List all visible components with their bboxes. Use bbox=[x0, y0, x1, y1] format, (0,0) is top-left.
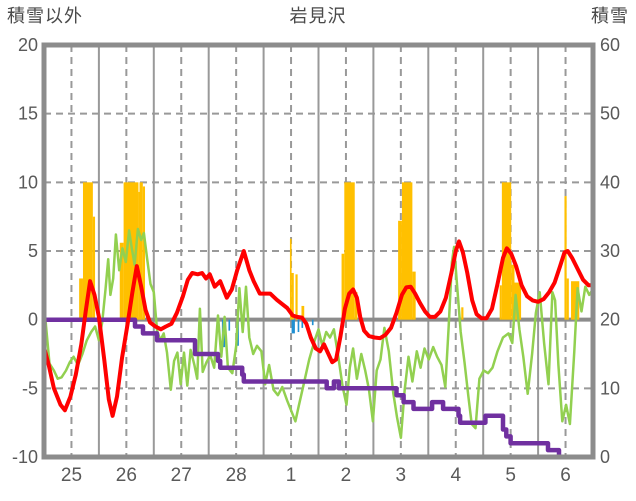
x-axis-label: 3 bbox=[396, 465, 407, 486]
right-axis-tick-label: 40 bbox=[600, 172, 620, 192]
x-axis-label: 28 bbox=[226, 465, 247, 486]
red-line bbox=[42, 239, 594, 418]
orange-bar bbox=[82, 182, 93, 320]
orange-bar bbox=[138, 191, 140, 320]
x-axis-label: 2 bbox=[341, 465, 352, 486]
orange-bar bbox=[401, 182, 413, 320]
x-axis-label: 5 bbox=[505, 465, 516, 486]
left-axis-tick-label: 15 bbox=[18, 104, 38, 124]
blue-bar bbox=[291, 319, 295, 334]
orange-bar bbox=[295, 274, 298, 320]
left-axis-tick-label: -5 bbox=[22, 378, 38, 398]
left-axis-tick-label: 20 bbox=[18, 35, 38, 55]
orange-bar bbox=[564, 196, 567, 320]
orange-bar bbox=[291, 272, 294, 320]
orange-bar bbox=[92, 216, 96, 320]
right-axis-tick-label: 20 bbox=[600, 310, 620, 330]
orange-bar bbox=[341, 253, 345, 320]
blue-bar bbox=[301, 319, 304, 328]
left-axis-tick-label: -10 bbox=[12, 447, 38, 467]
orange-bar bbox=[344, 182, 355, 320]
chart-title: 岩見沢 bbox=[289, 6, 347, 26]
x-axis-label: 4 bbox=[450, 465, 461, 486]
orange-bar bbox=[571, 281, 580, 320]
blue-bar bbox=[228, 319, 231, 331]
left-axis-title: 積雪以外 bbox=[7, 6, 83, 26]
x-axis-label: 27 bbox=[171, 465, 192, 486]
purple-step-line bbox=[44, 317, 592, 460]
orange-bar bbox=[301, 305, 305, 320]
blue-bar bbox=[311, 319, 314, 326]
plot-border bbox=[41, 42, 596, 460]
x-axis-label: 26 bbox=[116, 465, 137, 486]
green-line bbox=[42, 227, 594, 440]
right-axis-tick-label: 0 bbox=[600, 447, 610, 467]
blue-bar bbox=[297, 319, 300, 333]
orange-bar bbox=[461, 307, 464, 320]
orange-bar bbox=[499, 285, 502, 320]
left-axis-tick-label: 5 bbox=[28, 241, 38, 261]
orange-bar bbox=[142, 186, 146, 320]
right-axis-tick-label: 50 bbox=[600, 104, 620, 124]
orange-bar bbox=[289, 238, 292, 320]
right-axis-tick-label: 60 bbox=[600, 35, 620, 55]
orange-bar bbox=[79, 278, 83, 320]
orange-bar bbox=[511, 264, 515, 320]
right-axis-tick-label: 30 bbox=[600, 241, 620, 261]
orange-bar bbox=[566, 278, 569, 320]
x-axis-label: 6 bbox=[560, 465, 571, 486]
orange-bar bbox=[119, 242, 124, 320]
orange-bar bbox=[398, 220, 402, 320]
orange-bar bbox=[139, 182, 143, 320]
left-axis-tick-label: 10 bbox=[18, 172, 38, 192]
right-axis-tick-label: 10 bbox=[600, 378, 620, 398]
x-axis-label: 1 bbox=[286, 465, 297, 486]
right-axis-title: 積雪 bbox=[591, 6, 629, 26]
orange-bar bbox=[514, 282, 522, 320]
left-axis-tick-label: 0 bbox=[28, 310, 38, 330]
x-axis-label: 25 bbox=[61, 465, 82, 486]
orange-bar bbox=[354, 292, 358, 320]
